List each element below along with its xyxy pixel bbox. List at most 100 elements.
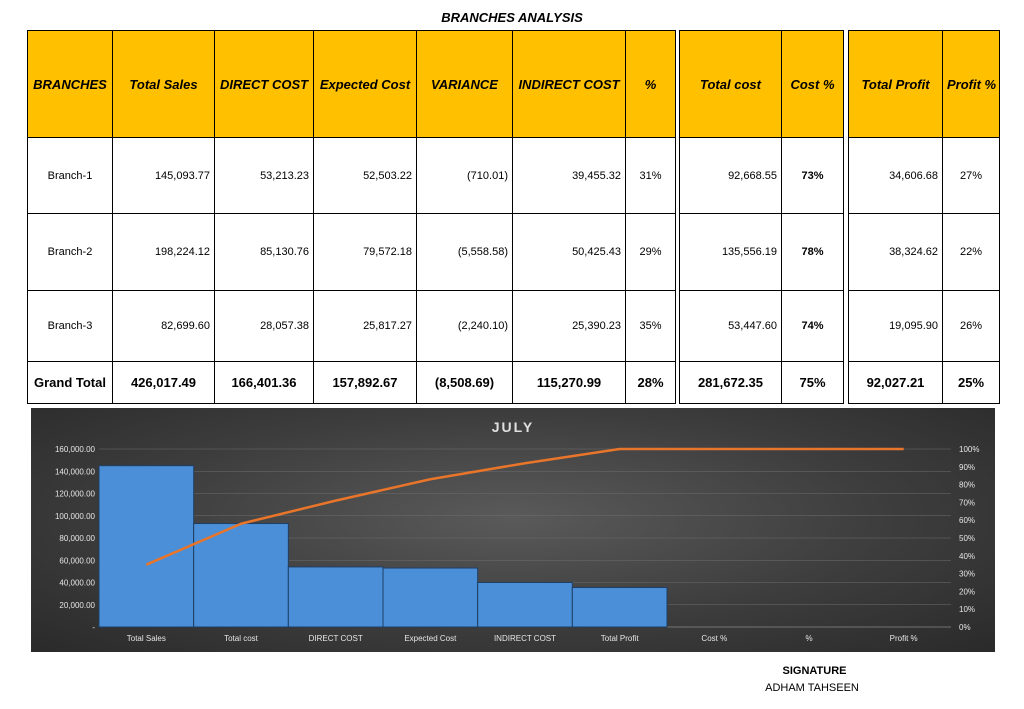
pareto-chart: - 20,000.00 40,000.00 60,000.00 80,000.00 100…	[31, 408, 995, 652]
indirect-cost-cell: 50,425.43	[512, 213, 626, 291]
branch-name: Branch-2	[27, 213, 113, 291]
x-tick-label: Total Sales	[127, 634, 166, 643]
cost-pct-cell: 78%	[781, 213, 844, 291]
expected-cost-cell: 52,503.22	[313, 137, 417, 214]
grand-total-direct-cost: 166,401.36	[214, 361, 314, 404]
expected-cost-cell: 25,817.27	[313, 290, 417, 362]
header-pct: %	[625, 30, 676, 138]
header-variance: VARIANCE	[416, 30, 513, 138]
y-tick-label: -	[92, 623, 95, 632]
indirect-cost-table: INDIRECT COST % 39,455.32 31% 50,425.43 …	[512, 30, 676, 404]
table-row: 34,606.68 27%	[848, 137, 1000, 214]
x-tick-label: DIRECT COST	[309, 634, 363, 643]
indirect-cost-cell: 25,390.23	[512, 290, 626, 362]
header-total-sales: Total Sales	[112, 30, 215, 138]
y-tick-label: 100,000.00	[55, 512, 96, 521]
table-row: 92,668.55 73%	[679, 137, 844, 214]
y-tick-label: 40,000.00	[59, 579, 95, 588]
direct-cost-cell: 53,213.23	[214, 137, 314, 214]
chart-svg: - 20,000.00 40,000.00 60,000.00 80,000.00 100…	[55, 419, 980, 643]
bar	[382, 567, 479, 628]
grand-total-pct: 28%	[625, 361, 676, 404]
x-tick-label: %	[805, 634, 812, 643]
profit-pct-cell: 26%	[942, 290, 1000, 362]
grand-total-variance: (8,508.69)	[416, 361, 513, 404]
y2-tick-label: 70%	[959, 498, 975, 507]
profit-table: Total Profit Profit % 34,606.68 27% 38,3…	[848, 30, 1000, 404]
x-tick-label: Total Profit	[601, 634, 640, 643]
x-tick-label: Total cost	[224, 634, 259, 643]
direct-cost-cell: 28,057.38	[214, 290, 314, 362]
y2-tick-label: 50%	[959, 534, 975, 543]
y2-tick-label: 30%	[959, 570, 975, 579]
grand-total-profit-pct: 25%	[942, 361, 1000, 404]
y2-tick-label: 100%	[959, 445, 979, 454]
cost-pct-cell: 73%	[781, 137, 844, 214]
total-cost-cell: 92,668.55	[679, 137, 782, 214]
y2-tick-label: 10%	[959, 605, 975, 614]
table-row: Branch-1 145,093.77 53,213.23 52,503.22 …	[27, 137, 513, 214]
signature-name: ADHAM TAHSEEN	[765, 682, 859, 694]
x-tick-label: INDIRECT COST	[494, 634, 556, 643]
y-tick-label: 80,000.00	[59, 534, 95, 543]
grand-total-cost-pct: 75%	[781, 361, 844, 404]
chart-title: JULY	[492, 419, 535, 435]
table-row: 19,095.90 26%	[848, 290, 1000, 362]
branch-name: Branch-3	[27, 290, 113, 362]
table-row: 135,556.19 78%	[679, 213, 844, 291]
y-tick-label: 120,000.00	[55, 490, 96, 499]
grand-total-indirect-cost: 115,270.99	[512, 361, 626, 404]
table-row: 50,425.43 29%	[512, 213, 676, 291]
header-expected-cost: Expected Cost	[313, 30, 417, 138]
table-row: Branch-2 198,224.12 85,130.76 79,572.18 …	[27, 213, 513, 291]
header-cost-pct: Cost %	[781, 30, 844, 138]
total-profit-cell: 19,095.90	[848, 290, 943, 362]
table-row: 25,390.23 35%	[512, 290, 676, 362]
x-tick-label: Cost %	[701, 634, 727, 643]
total-cost-cell: 53,447.60	[679, 290, 782, 362]
header-profit-pct: Profit %	[942, 30, 1000, 138]
branch-name: Branch-1	[27, 137, 113, 214]
bar	[287, 566, 384, 628]
grand-total-row: Grand Total 426,017.49 166,401.36 157,89…	[27, 361, 513, 404]
bar	[98, 465, 195, 628]
y-tick-label: 60,000.00	[59, 556, 95, 565]
header-direct-cost: DIRECT COST	[214, 30, 314, 138]
grand-total-expected-cost: 157,892.67	[313, 361, 417, 404]
grand-total-label: Grand Total	[27, 361, 113, 404]
signature-label: SIGNATURE	[782, 665, 847, 677]
total-cost-table: Total cost Cost % 92,668.55 73% 135,556.…	[679, 30, 844, 404]
grand-total-row: 115,270.99 28%	[512, 361, 676, 404]
pct-cell: 29%	[625, 213, 676, 291]
y2-tick-label: 40%	[959, 552, 975, 561]
grand-total-row: 281,672.35 75%	[679, 361, 844, 404]
y-tick-label: 20,000.00	[59, 601, 95, 610]
cost-pct-cell: 74%	[781, 290, 844, 362]
table-row: 39,455.32 31%	[512, 137, 676, 214]
total-profit-cell: 34,606.68	[848, 137, 943, 214]
direct-cost-cell: 85,130.76	[214, 213, 314, 291]
bar	[571, 587, 668, 628]
expected-cost-cell: 79,572.18	[313, 213, 417, 291]
total-sales-cell: 82,699.60	[112, 290, 215, 362]
pct-cell: 31%	[625, 137, 676, 214]
x-tick-label: Expected Cost	[404, 634, 457, 643]
y2-tick-label: 60%	[959, 516, 975, 525]
header-indirect-cost: INDIRECT COST	[512, 30, 626, 138]
grand-total-total-profit: 92,027.21	[848, 361, 943, 404]
total-sales-cell: 145,093.77	[112, 137, 215, 214]
bar	[477, 582, 573, 628]
variance-cell: (5,558.58)	[416, 213, 513, 291]
table-row: 53,447.60 74%	[679, 290, 844, 362]
page-title: BRANCHES ANALYSIS	[441, 10, 583, 25]
grand-total-total-cost: 281,672.35	[679, 361, 782, 404]
branches-table-main: BRANCHES Total Sales DIRECT COST Expecte…	[27, 30, 513, 404]
total-cost-cell: 135,556.19	[679, 213, 782, 291]
profit-pct-cell: 27%	[942, 137, 1000, 214]
header-branches: BRANCHES	[27, 30, 113, 138]
grand-total-row: 92,027.21 25%	[848, 361, 1000, 404]
table-row: 38,324.62 22%	[848, 213, 1000, 291]
y2-tick-label: 90%	[959, 463, 975, 472]
total-profit-cell: 38,324.62	[848, 213, 943, 291]
header-total-cost: Total cost	[679, 30, 782, 138]
